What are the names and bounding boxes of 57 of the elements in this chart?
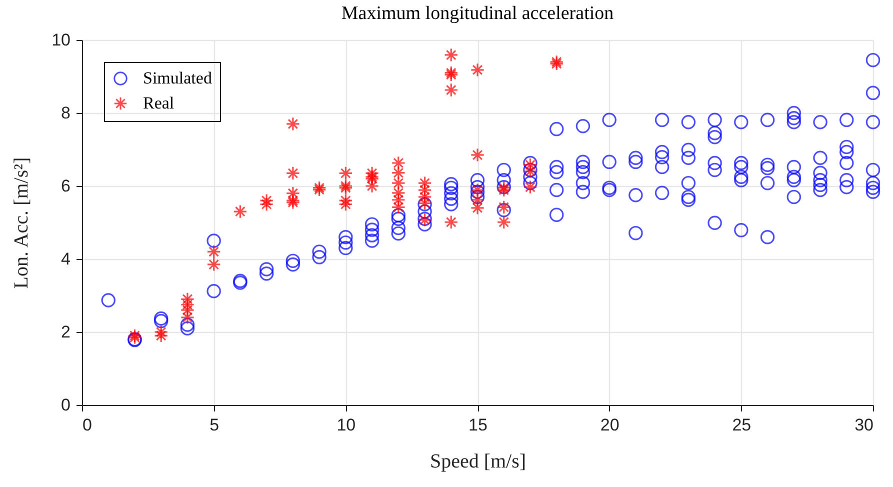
point — [154, 328, 168, 343]
point — [391, 156, 406, 170]
point — [444, 215, 458, 230]
point — [180, 302, 195, 318]
point — [338, 197, 353, 212]
x-tick-label: 20 — [600, 416, 620, 434]
y-axis-title: Lon. Acc. [m/s²] — [10, 157, 33, 289]
point — [418, 176, 432, 190]
y-tick-label: 4 — [61, 250, 70, 268]
point — [259, 193, 274, 208]
point — [286, 166, 300, 180]
point — [496, 215, 511, 230]
x-axis-title: Speed [m/s] — [430, 450, 526, 472]
chart-title: Maximum longitudinal acceleration — [341, 3, 614, 24]
point — [338, 193, 353, 208]
point — [206, 257, 221, 272]
point — [418, 190, 432, 204]
legend-label: Simulated — [143, 68, 212, 88]
point — [286, 116, 300, 132]
point — [391, 192, 406, 207]
point — [206, 244, 221, 259]
point — [496, 182, 511, 198]
point — [154, 324, 168, 340]
point — [233, 204, 248, 219]
point — [444, 48, 458, 62]
point — [523, 180, 538, 194]
point — [286, 186, 300, 200]
y-tick-label: 0 — [61, 396, 70, 414]
point — [418, 182, 432, 198]
point — [338, 166, 353, 180]
x-tick-label: 30 — [854, 416, 874, 434]
point — [180, 298, 195, 312]
point — [470, 148, 485, 162]
legend-label: Real — [143, 94, 174, 112]
point — [364, 166, 380, 180]
x-tick-label: 5 — [210, 416, 220, 434]
point — [391, 166, 406, 180]
point — [259, 197, 274, 212]
point — [444, 82, 458, 98]
point — [391, 200, 406, 214]
point — [470, 62, 485, 78]
y-tick-label: 6 — [61, 176, 70, 196]
x-tick-label: 25 — [732, 416, 752, 434]
point — [496, 200, 511, 214]
y-tick-label: 2 — [61, 322, 70, 342]
point — [391, 186, 406, 200]
point — [364, 178, 380, 194]
x-tick-label: 10 — [336, 416, 356, 434]
x-tick-label: 0 — [82, 416, 92, 434]
point — [391, 176, 406, 190]
y-tick-label: 10 — [52, 30, 70, 50]
y-tick-label: 8 — [61, 104, 70, 122]
point — [470, 200, 485, 216]
x-tick-label: 15 — [468, 416, 488, 434]
point — [470, 192, 485, 207]
point — [180, 310, 195, 325]
point — [180, 292, 195, 306]
